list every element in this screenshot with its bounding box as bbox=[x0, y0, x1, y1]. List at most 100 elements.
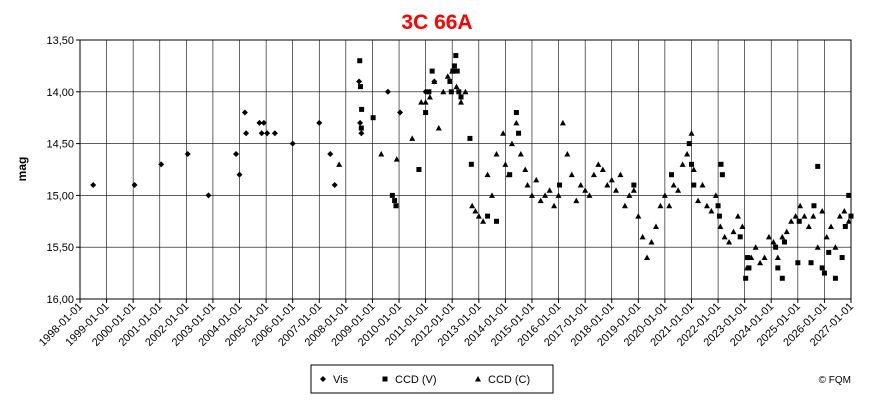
y-tick-label: 14,00 bbox=[46, 87, 74, 99]
data-point-ccd-v bbox=[467, 135, 473, 141]
data-point-ccd-c bbox=[688, 130, 695, 136]
data-point-ccd-c bbox=[657, 202, 664, 209]
data-point-ccd-c bbox=[666, 202, 673, 209]
data-point-ccd-v bbox=[775, 265, 781, 271]
data-point-vis bbox=[289, 140, 296, 147]
x-axis-ticks: 1998-01-011999-01-012000-01-012001-01-01… bbox=[37, 299, 856, 349]
data-point-ccd-c bbox=[832, 244, 839, 250]
data-point-ccd-v bbox=[557, 182, 563, 188]
data-point-ccd-c bbox=[542, 192, 549, 198]
data-point-ccd-c bbox=[721, 233, 728, 240]
data-point-ccd-c bbox=[661, 192, 668, 198]
data-point-ccd-c bbox=[422, 99, 429, 105]
data-point-ccd-v bbox=[456, 89, 462, 95]
data-point-ccd-v bbox=[370, 115, 376, 121]
data-point-ccd-c bbox=[475, 213, 482, 219]
data-point-vis bbox=[358, 130, 365, 137]
data-point-ccd-c bbox=[524, 182, 531, 188]
data-point-ccd-c bbox=[752, 244, 759, 250]
data-point-ccd-c bbox=[608, 176, 615, 183]
data-point-ccd-c bbox=[551, 202, 558, 209]
data-point-ccd-c bbox=[779, 233, 786, 240]
data-point-ccd-c bbox=[810, 213, 817, 219]
data-point-vis bbox=[236, 171, 243, 178]
data-point-ccd-c bbox=[336, 161, 343, 167]
data-point-ccd-c bbox=[435, 125, 442, 131]
data-point-ccd-v bbox=[745, 255, 751, 261]
data-point-ccd-v bbox=[819, 265, 825, 271]
credit-label: © FQM bbox=[819, 375, 851, 386]
data-point-vis bbox=[258, 130, 265, 137]
legend-label-ccd-v: CCD (V) bbox=[395, 374, 437, 386]
data-point-ccd-c bbox=[819, 207, 826, 214]
data-point-ccd-c bbox=[788, 218, 795, 224]
data-point-ccd-c bbox=[453, 83, 460, 90]
data-point-ccd-c bbox=[734, 213, 741, 219]
data-point-ccd-v bbox=[416, 167, 422, 172]
y-tick-label: 16,00 bbox=[46, 294, 74, 306]
data-point-ccd-v bbox=[743, 275, 749, 281]
data-point-ccd-v bbox=[691, 182, 697, 188]
grid bbox=[80, 40, 851, 299]
data-point-ccd-v bbox=[779, 275, 785, 281]
data-point-ccd-c bbox=[409, 135, 416, 141]
data-point-ccd-c bbox=[604, 182, 611, 188]
data-point-ccd-v bbox=[716, 213, 722, 219]
data-point-ccd-c bbox=[617, 171, 624, 178]
data-point-ccd-v bbox=[485, 213, 491, 219]
data-point-ccd-v bbox=[848, 213, 854, 219]
data-point-ccd-c bbox=[726, 239, 733, 245]
data-point-ccd-c bbox=[462, 88, 469, 95]
data-point-ccd-v bbox=[359, 106, 365, 112]
data-point-ccd-v bbox=[458, 94, 464, 100]
data-point-ccd-c bbox=[444, 73, 451, 79]
data-point-ccd-v bbox=[718, 161, 724, 167]
data-point-ccd-c bbox=[783, 228, 790, 235]
data-point-ccd-c bbox=[761, 254, 768, 261]
data-point-ccd-c bbox=[559, 119, 566, 126]
data-point-vis bbox=[357, 119, 364, 126]
data-point-ccd-v bbox=[357, 84, 363, 90]
data-point-vis bbox=[184, 150, 191, 157]
data-point-ccd-c bbox=[564, 150, 571, 157]
data-point-ccd-c bbox=[739, 223, 746, 229]
data-point-ccd-v bbox=[808, 260, 814, 266]
data-point-ccd-v bbox=[795, 260, 801, 266]
data-point-vis bbox=[316, 119, 323, 126]
data-point-ccd-c bbox=[757, 259, 764, 266]
data-point-ccd-c bbox=[836, 213, 843, 219]
data-point-ccd-c bbox=[703, 202, 710, 209]
data-point-ccd-c bbox=[586, 192, 593, 198]
data-point-ccd-v bbox=[796, 218, 802, 224]
data-point-ccd-c bbox=[613, 187, 620, 193]
legend-marker-vis bbox=[320, 376, 326, 382]
data-point-vis bbox=[264, 130, 271, 137]
data-point-ccd-c bbox=[717, 223, 724, 229]
data-point-ccd-c bbox=[695, 197, 702, 204]
y-tick-label: 14,50 bbox=[46, 139, 74, 151]
data-point-vis bbox=[384, 88, 391, 95]
data-point-ccd-c bbox=[801, 213, 808, 219]
data-point-ccd-c bbox=[546, 187, 553, 193]
data-point-ccd-v bbox=[842, 223, 848, 229]
data-point-ccd-v bbox=[746, 265, 752, 271]
data-point-ccd-v bbox=[393, 203, 399, 209]
data-point-vis bbox=[158, 161, 165, 168]
data-point-ccd-c bbox=[568, 171, 575, 178]
data-point-ccd-c bbox=[845, 218, 852, 224]
data-point-ccd-c bbox=[626, 192, 633, 198]
data-point-ccd-v bbox=[448, 89, 454, 95]
data-point-ccd-c bbox=[513, 119, 520, 126]
data-point-ccd-v bbox=[846, 192, 852, 198]
data-point-ccd-v bbox=[454, 68, 460, 74]
data-point-ccd-v bbox=[811, 203, 817, 209]
data-point-vis bbox=[356, 78, 363, 85]
data-point-ccd-v bbox=[832, 275, 838, 281]
data-point-ccd-c bbox=[679, 161, 686, 167]
data-point-ccd-c bbox=[648, 239, 655, 245]
data-point-ccd-c bbox=[488, 192, 495, 198]
data-point-vis bbox=[241, 109, 248, 116]
data-point-ccd-c bbox=[748, 254, 755, 261]
data-point-ccd-c bbox=[652, 223, 659, 229]
